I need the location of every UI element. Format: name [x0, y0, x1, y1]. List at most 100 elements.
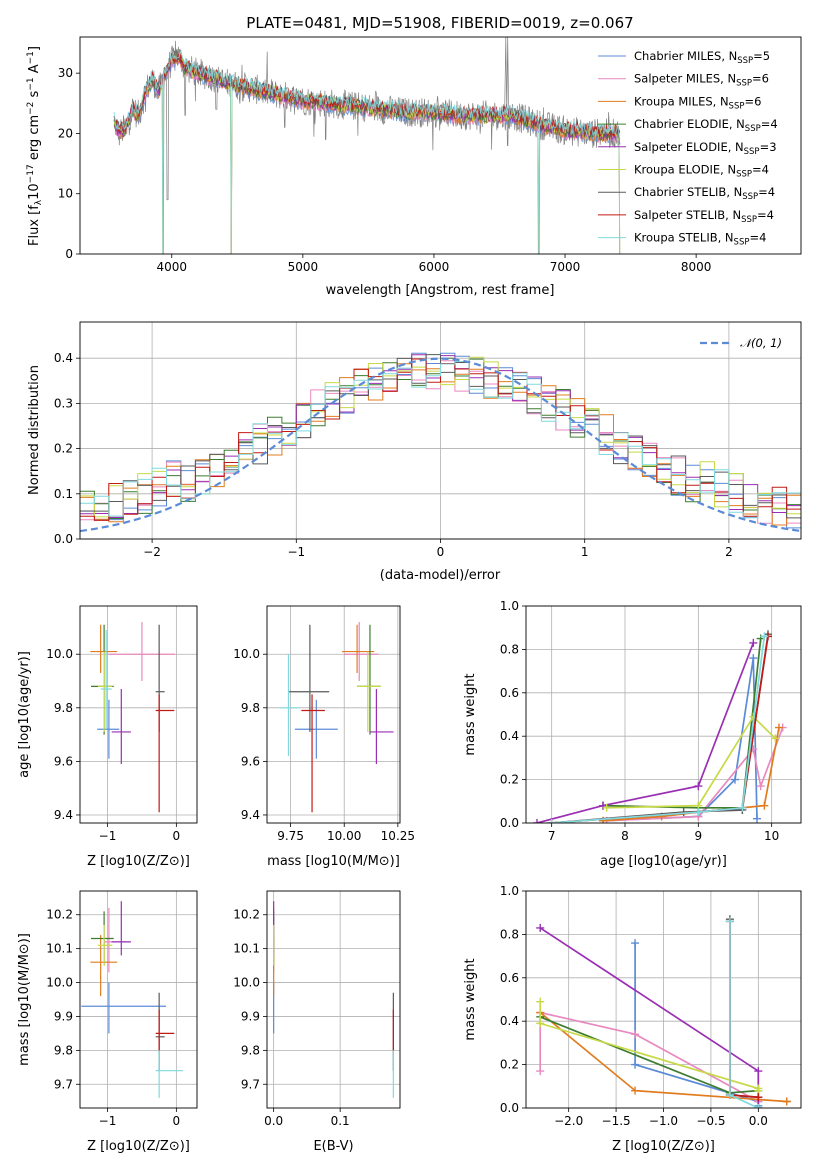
weight-line-3: [539, 1016, 759, 1094]
y-tick-label: 0.0: [54, 532, 73, 546]
spectrum-xlabel: wavelength [Angstrom, rest frame]: [326, 283, 555, 298]
y-tick-label: 10.2: [233, 908, 260, 922]
weight-marker-8: [738, 803, 747, 812]
weight-vs-Z-xlabel: Z [log10(Z/Z⊙)]: [612, 1139, 715, 1154]
weight-marker-8: [760, 632, 769, 641]
legend-label-6: Chabrier STELIB, NSSP=4: [634, 185, 775, 202]
gaussian-curve: [80, 357, 801, 533]
x-tick-label: −1.5: [602, 1114, 631, 1128]
y-tick-label: 9.6: [54, 754, 73, 768]
legend-label-8: Kroupa STELIB, NSSP=4: [634, 231, 766, 248]
y-tick-label: 0.8: [500, 642, 519, 656]
spectrum-legend: Chabrier MILES, NSSP=5 Salpeter MILES, NS…: [598, 49, 778, 248]
weight-vs-age-marks: [533, 630, 787, 823]
weight-marker-4: [694, 782, 703, 791]
legend-label-7: Salpeter STELIB, NSSP=4: [634, 208, 774, 225]
residual-histogram-8: [80, 361, 801, 519]
x-tick-label: 4000: [156, 260, 187, 274]
weight-vs-age-xlabel: age [log10(age/yr)]: [600, 854, 727, 869]
x-tick-label: 5000: [288, 260, 319, 274]
x-tick-label: 10: [764, 829, 779, 843]
weight-marker-0: [631, 1060, 640, 1069]
weight-line-0: [602, 657, 758, 822]
spectrum-emission-spike: [504, 37, 510, 116]
weight-marker-8: [547, 819, 556, 823]
y-tick-label: 0.2: [500, 773, 519, 787]
model-line-8: [113, 50, 621, 254]
age-vs-mass-ticks: 9.75 10.00 10.25 9.4 9.6 9.8 10.0: [233, 606, 415, 843]
model-line-2: [113, 54, 621, 254]
weight-vs-Z-ticks: −2.0 −1.5 −1.0 −0.5 0.0 0.0 0.2 0.4 0.6 0.8 1.0: [500, 884, 801, 1128]
age-vs-mass-marks: [279, 622, 394, 813]
age-vs-Z-ticks: −1 0 9.4 9.6 9.8 10.0: [46, 606, 197, 843]
weight-marker-0: [749, 654, 758, 663]
y-tick-label: 10.1: [233, 942, 260, 956]
y-tick-label: 9.7: [54, 1077, 73, 1091]
weight-vs-Z-marks: [536, 915, 791, 1108]
x-tick-label: 9.75: [277, 829, 304, 843]
weight-marker-0: [753, 814, 761, 823]
age-vs-Z-ylabel: age [log10(age/yr)]: [17, 651, 32, 778]
y-tick-label: 30: [58, 66, 73, 80]
y-tick-label: 0: [65, 247, 73, 261]
x-tick-label: −1.0: [649, 1114, 678, 1128]
y-tick-label: 0.0: [500, 1101, 519, 1115]
weight-line-8: [551, 636, 766, 823]
weight-vs-age-ylabel: mass weight: [463, 673, 478, 755]
weight-marker-8: [694, 808, 703, 817]
mass-vs-Z-ylabel: mass [log10(M/M⊙)]: [17, 933, 32, 1066]
weight-marker-5: [771, 734, 780, 743]
x-tick-label: 8: [621, 829, 629, 843]
weight-marker-5: [536, 1019, 545, 1028]
mass-vs-Z-ticks: −1 0 9.7 9.8 9.9 10.0 10.1 10.2: [46, 891, 197, 1128]
weight-line-4: [539, 927, 760, 1108]
mass-vs-Z-frame: [79, 890, 198, 1109]
y-tick-label: 9.8: [241, 1043, 260, 1057]
residuals-ticks: −2 −1 0 1 2 0.0 0.1 0.2 0.3 0.4: [54, 322, 801, 559]
y-tick-label: 9.6: [241, 754, 260, 768]
y-tick-label: 9.9: [241, 1009, 260, 1023]
age-vs-mass-panel: 9.75 10.00 10.25 9.4 9.6 9.8 10.0 mass [log10(M…: [233, 605, 415, 869]
spectrum-panel: 4000 5000 6000 7000 8000 0 10 20 30 wavelength […: [26, 36, 802, 298]
weight-marker-2: [760, 801, 769, 810]
x-tick-label: 0.0: [749, 1114, 768, 1128]
y-tick-label: 0.6: [500, 971, 519, 985]
weight-marker-7: [754, 1093, 763, 1102]
weight-vs-Z-ylabel: mass weight: [463, 958, 478, 1040]
y-tick-label: 9.7: [241, 1077, 260, 1091]
y-tick-label: 10: [58, 187, 73, 201]
legend-label-1: Salpeter MILES, NSSP=6: [634, 72, 769, 89]
x-tick-label: −2: [143, 545, 161, 559]
y-tick-label: 20: [58, 126, 73, 140]
weight-marker-2: [631, 1086, 640, 1095]
age-vs-mass-xlabel: mass [log10(M/M⊙)]: [267, 854, 400, 869]
y-tick-label: 10.0: [46, 976, 73, 990]
mass-vs-ebv-panel: 0.0 0.1 9.7 9.8 9.9 10.0 10.1 10.2 E(B-V): [233, 890, 401, 1154]
x-tick-label: 8000: [681, 260, 712, 274]
x-tick-label: 0: [173, 829, 181, 843]
y-tick-label: 10.2: [46, 908, 73, 922]
spectrum-ylabel: Flux [fλ10−17 erg cm−2 s−1 A−1]: [26, 46, 44, 246]
weight-marker-5: [602, 803, 611, 812]
weight-marker-4: [749, 638, 758, 647]
legend-label-2: Kroupa MILES, NSSP=6: [634, 94, 761, 111]
weight-line-7: [729, 921, 759, 1099]
legend-label-4: Salpeter ELODIE, NSSP=3: [634, 140, 777, 157]
x-tick-label: −0.5: [696, 1114, 725, 1128]
model-line-7: [113, 52, 621, 138]
y-tick-label: 0.4: [500, 1014, 519, 1028]
y-tick-label: 0.4: [500, 729, 519, 743]
mass-vs-ebv-ticks: 0.0 0.1 9.7 9.8 9.9 10.0 10.1 10.2: [233, 891, 400, 1128]
y-tick-label: 0.8: [500, 927, 519, 941]
y-tick-label: 9.8: [54, 701, 73, 715]
weight-marker-0: [731, 775, 739, 784]
spectrum-model-lines: [113, 48, 621, 254]
weight-marker-4: [754, 1067, 763, 1076]
x-tick-label: −1: [287, 545, 305, 559]
age-vs-Z-xlabel: Z [log10(Z/Z⊙)]: [87, 854, 190, 869]
mass-vs-Z-xlabel: Z [log10(Z/Z⊙)]: [87, 1139, 190, 1154]
weight-marker-8: [725, 1090, 734, 1099]
x-tick-label: 0.0: [264, 1114, 283, 1128]
age-vs-Z-panel: −1 0 9.4 9.6 9.8 10.0 Z [log10(Z/Z⊙)] age [log1…: [17, 605, 198, 869]
